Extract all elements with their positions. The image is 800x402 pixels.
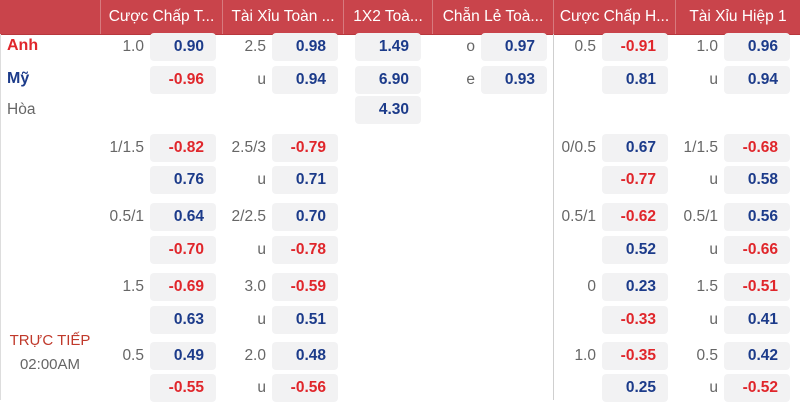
- handicap-h1-line: 1.0: [574, 347, 596, 364]
- 1x2-odds-button[interactable]: 4.30: [355, 96, 421, 124]
- 1x2-odds-button[interactable]: 1.49: [355, 33, 421, 61]
- over-under-odds-button[interactable]: -0.78: [272, 236, 338, 264]
- handicap-line: 0.5/1: [109, 208, 144, 225]
- handicap-h1-line: 0: [587, 278, 596, 295]
- over-under-h1-odds-button[interactable]: 0.96: [724, 33, 790, 61]
- handicap-line: 1/1.5: [109, 139, 144, 156]
- over-under-h1-odds-button[interactable]: -0.68: [724, 134, 790, 162]
- over-under-line: 3.0: [244, 278, 266, 295]
- handicap-odds-button[interactable]: -0.69: [150, 273, 216, 301]
- handicap-line: 0.5: [122, 347, 144, 364]
- handicap-h1-odds-button[interactable]: -0.35: [602, 342, 668, 370]
- over-under-h1-odds-button[interactable]: 0.58: [724, 166, 790, 194]
- over-under-h1-line: u: [709, 241, 718, 258]
- odd-even-line: o: [466, 38, 475, 55]
- handicap-odds-button[interactable]: 0.64: [150, 203, 216, 231]
- handicap-odds-button[interactable]: -0.55: [150, 374, 216, 402]
- over-under-odds-button[interactable]: -0.79: [272, 134, 338, 162]
- handicap-odds-button[interactable]: -0.82: [150, 134, 216, 162]
- over-under-odds-button[interactable]: 0.94: [272, 66, 338, 94]
- home-team[interactable]: Anh: [7, 37, 39, 54]
- over-under-h1-odds-button[interactable]: 0.41: [724, 306, 790, 334]
- column-header-handicap[interactable]: Cược Chấp T...: [100, 0, 222, 34]
- over-under-line: u: [257, 241, 266, 258]
- over-under-line: u: [257, 379, 266, 396]
- live-status: TRỰC TIẾP: [9, 332, 91, 349]
- over-under-odds-button[interactable]: 0.70: [272, 203, 338, 231]
- over-under-line: 2.5/3: [231, 139, 266, 156]
- handicap-odds-button[interactable]: 0.76: [150, 166, 216, 194]
- away-team[interactable]: Mỹ: [7, 70, 30, 87]
- odd-even-odds-button[interactable]: 0.93: [481, 66, 547, 94]
- column-header-1x2[interactable]: 1X2 Toà...: [343, 0, 432, 34]
- handicap-h1-odds-button[interactable]: 0.23: [602, 273, 668, 301]
- handicap-odds-button[interactable]: 0.49: [150, 342, 216, 370]
- handicap-h1-line: 0.5/1: [561, 208, 596, 225]
- handicap-h1-odds-button[interactable]: -0.62: [602, 203, 668, 231]
- handicap-odds-button[interactable]: 0.90: [150, 33, 216, 61]
- over-under-odds-button[interactable]: 0.48: [272, 342, 338, 370]
- over-under-h1-line: u: [709, 311, 718, 328]
- over-under-h1-line: 0.5/1: [683, 208, 718, 225]
- over-under-odds-button[interactable]: 0.98: [272, 33, 338, 61]
- handicap-h1-odds-button[interactable]: 0.67: [602, 134, 668, 162]
- over-under-h1-odds-button[interactable]: 0.42: [724, 342, 790, 370]
- over-under-odds-button[interactable]: 0.71: [272, 166, 338, 194]
- column-header-over-under[interactable]: Tài Xỉu Toàn ...: [222, 0, 343, 34]
- handicap-h1-line: 0.5: [574, 38, 596, 55]
- over-under-line: u: [257, 171, 266, 188]
- odd-even-line: e: [466, 71, 475, 88]
- handicap-h1-odds-button[interactable]: -0.91: [602, 33, 668, 61]
- handicap-h1-odds-button[interactable]: 0.25: [602, 374, 668, 402]
- odd-even-odds-button[interactable]: 0.97: [481, 33, 547, 61]
- table-header: Cược Chấp T... Tài Xỉu Toàn ... 1X2 Toà.…: [0, 0, 800, 35]
- over-under-h1-line: u: [709, 71, 718, 88]
- over-under-h1-odds-button[interactable]: -0.52: [724, 374, 790, 402]
- handicap-line: 1.0: [122, 38, 144, 55]
- over-under-h1-odds-button[interactable]: 0.56: [724, 203, 790, 231]
- draw-label: Hòa: [7, 101, 36, 118]
- column-header-odd-even[interactable]: Chẵn Lẻ Toà...: [432, 0, 553, 34]
- over-under-odds-button[interactable]: -0.59: [272, 273, 338, 301]
- column-header-handicap-h1[interactable]: Cược Chấp H...: [553, 0, 675, 34]
- over-under-line: 2/2.5: [231, 208, 266, 225]
- handicap-line: 1.5: [122, 278, 144, 295]
- handicap-h1-odds-button[interactable]: 0.52: [602, 236, 668, 264]
- handicap-odds-button[interactable]: 0.63: [150, 306, 216, 334]
- handicap-h1-line: 0/0.5: [561, 139, 596, 156]
- over-under-h1-odds-button[interactable]: -0.51: [724, 273, 790, 301]
- handicap-h1-odds-button[interactable]: -0.33: [602, 306, 668, 334]
- handicap-h1-odds-button[interactable]: -0.77: [602, 166, 668, 194]
- 1x2-odds-button[interactable]: 6.90: [355, 66, 421, 94]
- over-under-line: 2.0: [244, 347, 266, 364]
- handicap-h1-odds-button[interactable]: 0.81: [602, 66, 668, 94]
- over-under-h1-line: 1.5: [696, 278, 718, 295]
- left-border: [0, 34, 1, 400]
- over-under-h1-line: 0.5: [696, 347, 718, 364]
- over-under-odds-button[interactable]: -0.56: [272, 374, 338, 402]
- over-under-line: 2.5: [244, 38, 266, 55]
- over-under-odds-button[interactable]: 0.51: [272, 306, 338, 334]
- over-under-line: u: [257, 311, 266, 328]
- over-under-h1-line: 1/1.5: [683, 139, 718, 156]
- handicap-odds-button[interactable]: -0.70: [150, 236, 216, 264]
- over-under-line: u: [257, 71, 266, 88]
- over-under-h1-odds-button[interactable]: -0.66: [724, 236, 790, 264]
- match-time: 02:00AM: [19, 356, 81, 373]
- over-under-h1-line: u: [709, 171, 718, 188]
- over-under-h1-odds-button[interactable]: 0.94: [724, 66, 790, 94]
- column-header-over-under-h1[interactable]: Tài Xỉu Hiệp 1: [675, 0, 800, 34]
- column-divider: [553, 34, 554, 400]
- over-under-h1-line: u: [709, 379, 718, 396]
- over-under-h1-line: 1.0: [696, 38, 718, 55]
- handicap-odds-button[interactable]: -0.96: [150, 66, 216, 94]
